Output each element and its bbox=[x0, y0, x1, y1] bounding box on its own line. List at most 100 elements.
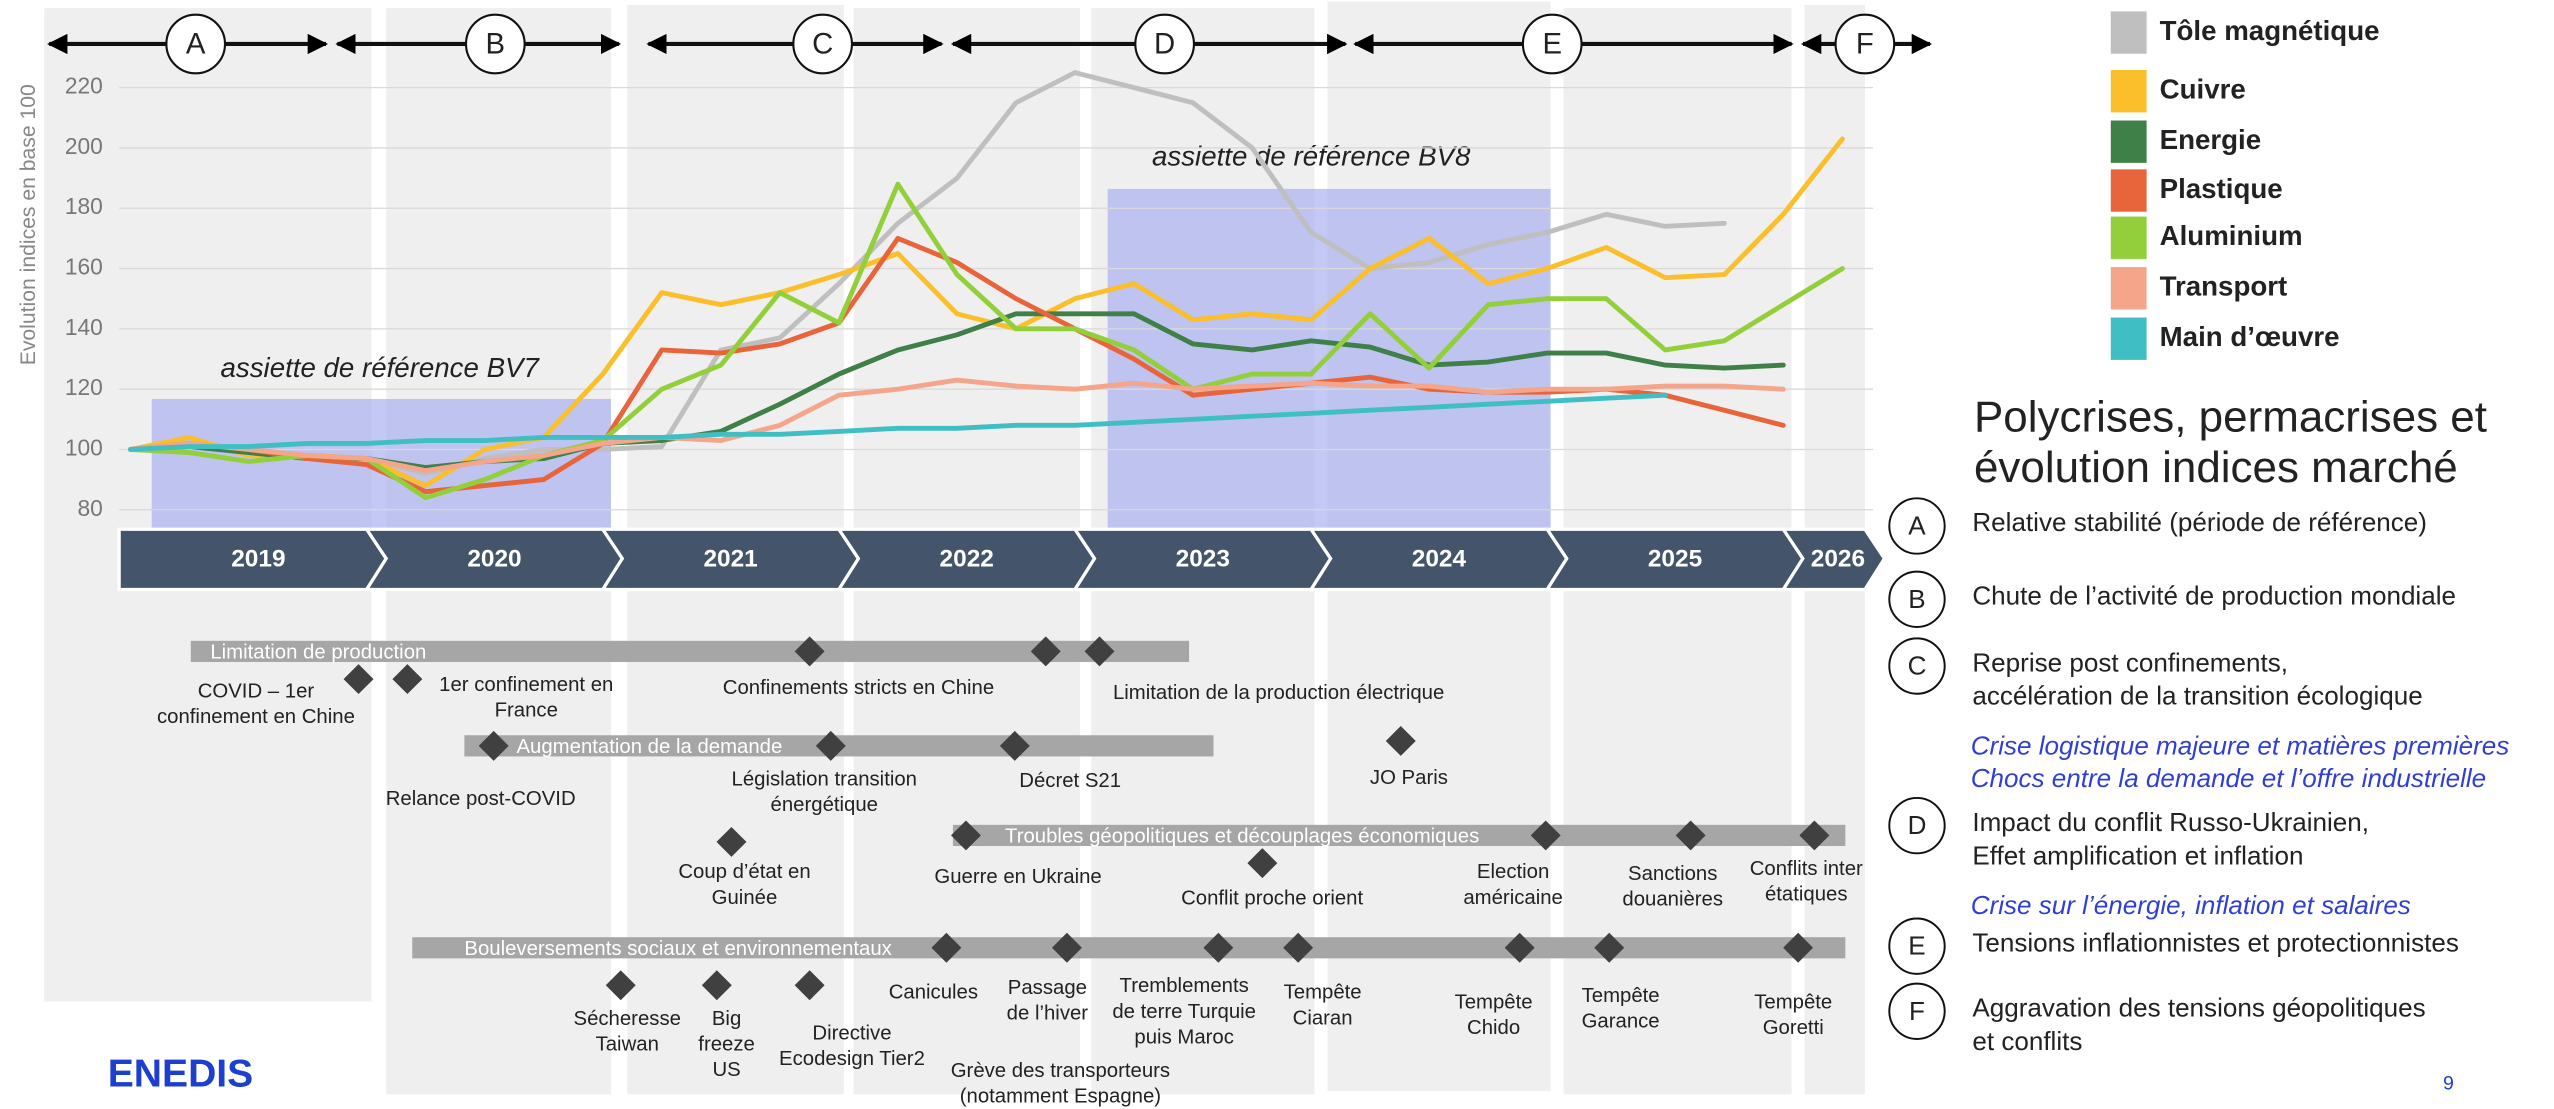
item-text: et conflits bbox=[1972, 1026, 2082, 1056]
timeline-bar bbox=[190, 640, 1190, 662]
item-text: Aggravation des tensions géopolitiques bbox=[1972, 993, 2425, 1023]
y-tick-label: 140 bbox=[65, 314, 103, 340]
x-tick-chevron bbox=[1780, 527, 1887, 592]
item-text: Effet amplification et inflation bbox=[1972, 840, 2303, 870]
event-label: US bbox=[712, 1059, 740, 1081]
event-label: de l’hiver bbox=[1007, 1002, 1089, 1024]
event-label: Sanctions bbox=[1628, 863, 1717, 885]
event-label: puis Maroc bbox=[1134, 1026, 1234, 1048]
event-label: freeze bbox=[698, 1033, 755, 1055]
y-tick-label: 220 bbox=[65, 73, 103, 99]
legend-swatch bbox=[2110, 120, 2147, 163]
event-diamond bbox=[1203, 932, 1234, 963]
event-label: Tremblements bbox=[1120, 975, 1249, 997]
event-label: Garance bbox=[1582, 1011, 1660, 1033]
event-label: Confinements stricts en Chine bbox=[723, 677, 994, 699]
phase-letter: F bbox=[1856, 27, 1874, 60]
event-label: Sécheresse bbox=[574, 1008, 681, 1030]
event-label: douanières bbox=[1622, 888, 1723, 910]
timeline-bar-label: Bouleversements sociaux et environnement… bbox=[464, 938, 891, 960]
legend-swatch bbox=[2110, 267, 2147, 310]
event-label: Passage bbox=[1008, 977, 1087, 999]
event-diamond bbox=[1504, 932, 1535, 963]
event-diamond bbox=[1247, 848, 1278, 879]
event-label: Grève des transporteurs bbox=[951, 1060, 1170, 1082]
phase-circle bbox=[1834, 13, 1896, 75]
event-label: Guerre en Ukraine bbox=[934, 866, 1101, 888]
event-diamond bbox=[950, 820, 981, 851]
item-text: Reprise post confinements, bbox=[1972, 647, 2288, 677]
x-tick-label: 2024 bbox=[1412, 546, 1467, 573]
legend-label: Aluminium bbox=[2160, 220, 2303, 251]
event-label: Coup d’état en bbox=[678, 861, 810, 883]
event-label: Tempête bbox=[1284, 982, 1362, 1004]
event-label: Relance post-COVID bbox=[386, 788, 576, 810]
event-diamond bbox=[605, 970, 636, 1001]
event-label: Tempête bbox=[1582, 985, 1660, 1007]
page-number: 9 bbox=[2443, 1073, 2454, 1095]
phase-letter: D bbox=[1154, 27, 1175, 60]
item-letter: E bbox=[1908, 931, 1925, 961]
event-diamond bbox=[1051, 932, 1082, 963]
event-label: énergétique bbox=[771, 794, 878, 816]
phase-letter: E bbox=[1542, 27, 1562, 60]
item-circle bbox=[1888, 796, 1946, 855]
event-label: Ecodesign Tier2 bbox=[779, 1048, 925, 1070]
event-label: Big bbox=[712, 1008, 741, 1030]
x-tick-label: 2020 bbox=[467, 546, 521, 573]
event-label: Tempête bbox=[1455, 992, 1533, 1014]
y-tick-label: 160 bbox=[65, 254, 103, 280]
legend-label: Transport bbox=[2160, 271, 2288, 302]
x-tick-label: 2025 bbox=[1648, 546, 1702, 573]
series-line bbox=[128, 377, 1786, 474]
event-label: Goretti bbox=[1763, 1017, 1824, 1039]
logo: ENEDIS bbox=[108, 1053, 254, 1096]
event-label: Décret S21 bbox=[1019, 770, 1121, 792]
item-letter: F bbox=[1909, 996, 1925, 1026]
item-letter: A bbox=[1908, 511, 1926, 541]
x-tick-label: 2022 bbox=[940, 546, 994, 573]
phase-letter: C bbox=[812, 27, 833, 60]
event-label: Canicules bbox=[889, 982, 978, 1004]
event-label: étatiques bbox=[1765, 884, 1848, 906]
item-text: Tensions inflationnistes et protectionni… bbox=[1972, 927, 2458, 957]
event-diamond bbox=[1030, 636, 1061, 667]
item-circle bbox=[1888, 917, 1946, 975]
phase-letter: A bbox=[186, 27, 206, 60]
item-text: Impact du conflit Russo-Ukrainien, bbox=[1972, 807, 2369, 837]
event-label: Législation transition bbox=[732, 768, 917, 790]
series-line bbox=[128, 136, 1845, 489]
event-diamond bbox=[701, 970, 732, 1001]
event-label: de terre Turquie bbox=[1112, 1001, 1256, 1023]
event-label: Limitation de la production électrique bbox=[1113, 682, 1444, 704]
event-diamond bbox=[1783, 932, 1814, 963]
event-label: confinement en Chine bbox=[157, 706, 355, 728]
legend-swatch bbox=[2110, 216, 2147, 259]
event-diamond bbox=[1675, 820, 1706, 851]
event-label: Election bbox=[1477, 861, 1549, 883]
legend-swatch bbox=[2110, 70, 2147, 113]
event-diamond bbox=[1084, 636, 1115, 667]
event-label: Tempête bbox=[1754, 992, 1832, 1014]
timeline-bar-label: Troubles géopolitiques et découplages éc… bbox=[1005, 825, 1479, 847]
y-axis-label: Evolution indices en base 100 bbox=[17, 84, 40, 365]
y-tick-label: 180 bbox=[65, 193, 103, 219]
sidebar-note: Crise sur l’énergie, inflation et salair… bbox=[1971, 890, 2411, 920]
item-circle bbox=[1888, 497, 1946, 555]
item-letter: D bbox=[1908, 810, 1927, 840]
legend-swatch bbox=[2110, 169, 2147, 212]
sidebar-title: évolution indices marché bbox=[1974, 443, 2458, 492]
annotation: assiette de référence BV8 bbox=[1152, 140, 1471, 171]
y-tick-label: 120 bbox=[65, 374, 103, 400]
legend-label: Cuivre bbox=[2160, 74, 2246, 105]
event-label: Guinée bbox=[712, 887, 778, 909]
x-tick-label: 2026 bbox=[1811, 546, 1865, 573]
phase-circle bbox=[165, 13, 227, 75]
sidebar-note: Chocs entre la demande et l’offre indust… bbox=[1971, 763, 2486, 793]
item-circle bbox=[1888, 982, 1946, 1040]
event-diamond bbox=[1530, 820, 1561, 851]
item-text: Relative stabilité (période de référence… bbox=[1972, 507, 2427, 537]
x-tick-label: 2021 bbox=[703, 546, 757, 573]
